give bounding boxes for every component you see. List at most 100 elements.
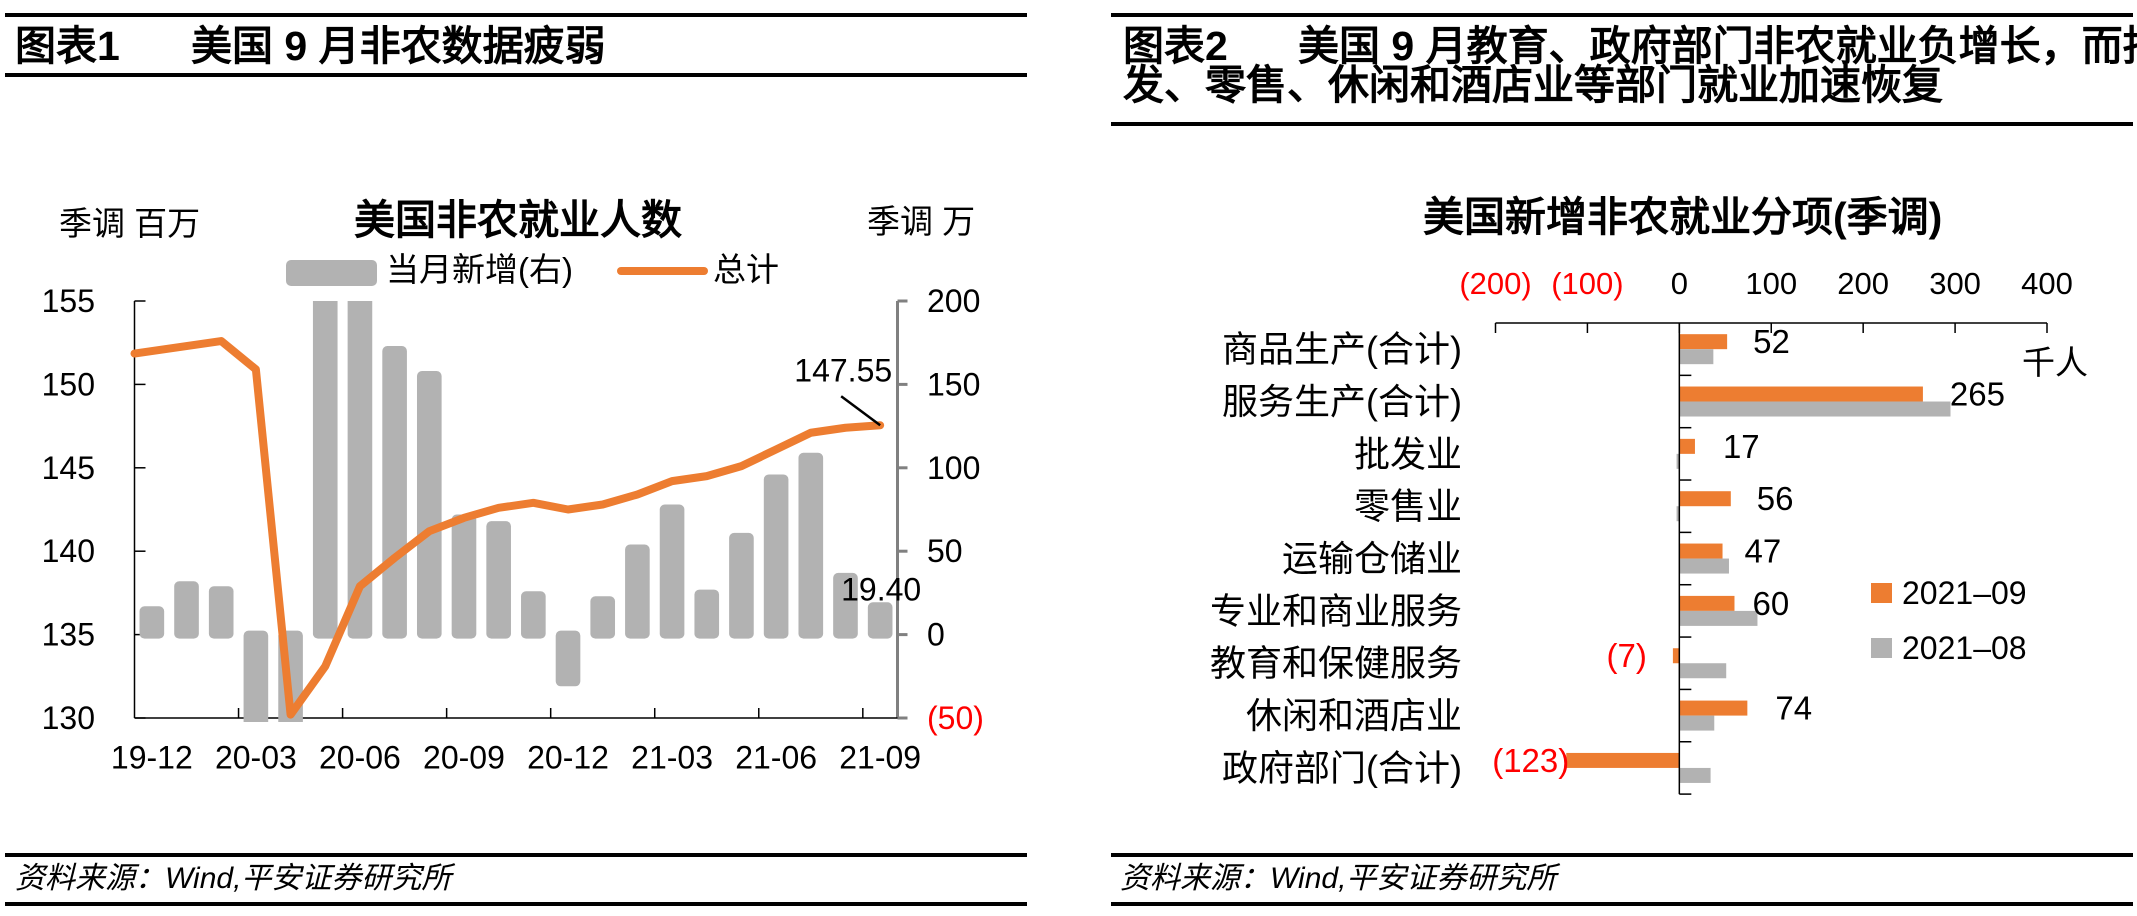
category-label: 运输仓储业 xyxy=(1282,538,1462,579)
left-header-bottom-rule xyxy=(5,73,1027,77)
bar xyxy=(867,602,893,639)
left-y-tick-label: 135 xyxy=(42,617,95,653)
left-figure-header-line: 图表1 美国 9 月非农数据疲弱 xyxy=(15,22,606,69)
category-label: 教育和保健服务 xyxy=(1210,643,1462,684)
bar xyxy=(174,581,199,639)
chart2-title: 美国新增非农就业分项(季调) xyxy=(1423,194,1943,240)
category-label: 零售业 xyxy=(1354,486,1462,527)
value-tick-label: 200 xyxy=(1837,266,1889,301)
right-y-tick-label: 50 xyxy=(927,533,963,569)
chart2-plot: (200) (100) 0 100 200 300 400 商品生产(合计) 服务生产(合计) 批… xyxy=(1210,266,2073,795)
legend-line-swatch xyxy=(617,267,708,275)
legend-bar-swatch xyxy=(286,260,377,286)
bar xyxy=(347,301,373,639)
left-footer-bottom-rule xyxy=(5,902,1027,906)
bar-2021-09 xyxy=(1679,543,1723,559)
bar-2021-08 xyxy=(1679,610,1758,626)
right-y-tick-label: 0 xyxy=(927,617,945,653)
bar-2021-08 xyxy=(1679,558,1729,574)
data-label: 47 xyxy=(1745,533,1782,570)
bar xyxy=(729,532,754,639)
bar xyxy=(521,591,546,639)
annotation-label: 19.40 xyxy=(841,572,921,608)
bar-2021-08 xyxy=(1676,506,1680,522)
chart2-axes: (200) (100) 0 100 200 300 400 商品生产(合计) 服务生产(合计) 批… xyxy=(1210,266,2073,795)
data-label: 56 xyxy=(1757,480,1794,517)
bar xyxy=(382,346,407,639)
right-header-top-rule xyxy=(1111,13,2133,17)
right-y-tick-label: 200 xyxy=(927,283,980,319)
x-tick-label: 21-09 xyxy=(839,740,921,776)
bar xyxy=(555,630,581,687)
bar xyxy=(208,586,234,639)
bar-2021-09 xyxy=(1679,386,1923,402)
right-figure-header: 图表2 美国 9 月教育、政府部门非农就业负增长，而批 发、零售、休闲和酒店业等部… xyxy=(1123,22,2137,105)
left-y-tick-label: 155 xyxy=(42,283,95,319)
legend-2021-08-label: 2021–08 xyxy=(1902,629,2027,666)
bar-2021-09 xyxy=(1672,648,1680,664)
chart1-left-axis-unit: 季调 百万 xyxy=(59,204,201,242)
data-label: 52 xyxy=(1753,323,1790,360)
left-y-tick-label: 130 xyxy=(42,700,95,736)
value-tick-label: 300 xyxy=(1929,266,1981,301)
left-y-tick-label: 140 xyxy=(42,533,95,569)
bar xyxy=(312,301,338,639)
right-y-tick-label: 100 xyxy=(927,450,980,486)
bar-2021-09 xyxy=(1679,334,1728,350)
x-tick-label: 20-06 xyxy=(319,740,401,776)
right-figure-label: 图表2 xyxy=(1123,22,1228,69)
left-figure-label: 图表1 xyxy=(15,22,120,69)
left-y-tick-label: 145 xyxy=(42,450,95,486)
value-tick-label: (100) xyxy=(1551,266,1623,301)
category-label: 休闲和酒店业 xyxy=(1246,695,1462,736)
value-tick-label: 100 xyxy=(1745,266,1797,301)
chart2-bars xyxy=(1566,334,1951,783)
data-label: (123) xyxy=(1492,742,1569,779)
x-tick-label: 20-09 xyxy=(423,740,505,776)
bar-series-monthly-change xyxy=(139,301,893,722)
left-figure-header: 图表1 美国 9 月非农数据疲弱 xyxy=(15,22,606,69)
data-label: 60 xyxy=(1752,585,1789,622)
left-figure-caption: 美国 9 月非农数据疲弱 xyxy=(191,22,606,69)
bar-2021-08 xyxy=(1679,401,1951,417)
legend-2021-09-label: 2021–09 xyxy=(1902,575,2027,611)
chart2-data-labels: 52 265 17 56 47 60 (7) 74 (123) xyxy=(1492,323,2005,779)
category-label: 批发业 xyxy=(1354,433,1462,474)
bar-2021-09 xyxy=(1679,595,1735,611)
bar xyxy=(451,514,477,639)
right-footer-bottom-rule xyxy=(1111,902,2133,906)
bar-2021-08 xyxy=(1679,767,1711,783)
bar xyxy=(763,474,789,639)
right-figure-header-line-2: 发、零售、休闲和酒店业等部门就业加速恢复 xyxy=(1123,64,2137,105)
x-tick-label: 21-03 xyxy=(631,740,713,776)
x-tick-label: 21-06 xyxy=(735,740,817,776)
data-label: (7) xyxy=(1607,637,1647,674)
bar-2021-08 xyxy=(1679,663,1727,679)
bar xyxy=(833,572,858,639)
category-label: 商品生产(合计) xyxy=(1222,329,1462,370)
right-footer-top-rule xyxy=(1111,853,2133,857)
bar xyxy=(486,521,511,639)
data-label: 265 xyxy=(1950,376,2005,413)
bar xyxy=(798,452,824,639)
bar-2021-09 xyxy=(1679,491,1731,507)
bar xyxy=(416,371,442,639)
right-source-note: 资料来源：Wind,平安证券研究所 xyxy=(1120,862,1557,895)
category-label: 服务生产(合计) xyxy=(1222,381,1462,422)
legend-2021-09-swatch xyxy=(1871,583,1892,603)
x-tick-label: 19-12 xyxy=(111,740,193,776)
chart1-annotations: 147.55 19.40 xyxy=(794,352,921,607)
bar xyxy=(590,596,616,639)
annotation-leader-line xyxy=(840,395,881,427)
bar xyxy=(659,504,685,639)
legend-bar-label: 当月新增(右) xyxy=(386,250,573,288)
line-series-total xyxy=(130,337,885,719)
x-tick-label: 20-12 xyxy=(527,740,609,776)
right-figure-caption-1: 美国 9 月教育、政府部门非农就业负增长，而批 xyxy=(1298,22,2137,69)
bar-2021-09 xyxy=(1566,752,1680,768)
data-label: 17 xyxy=(1723,428,1760,465)
x-tick-label: 20-03 xyxy=(215,740,297,776)
bar-2021-09 xyxy=(1679,438,1695,454)
data-label: 74 xyxy=(1775,690,1812,727)
